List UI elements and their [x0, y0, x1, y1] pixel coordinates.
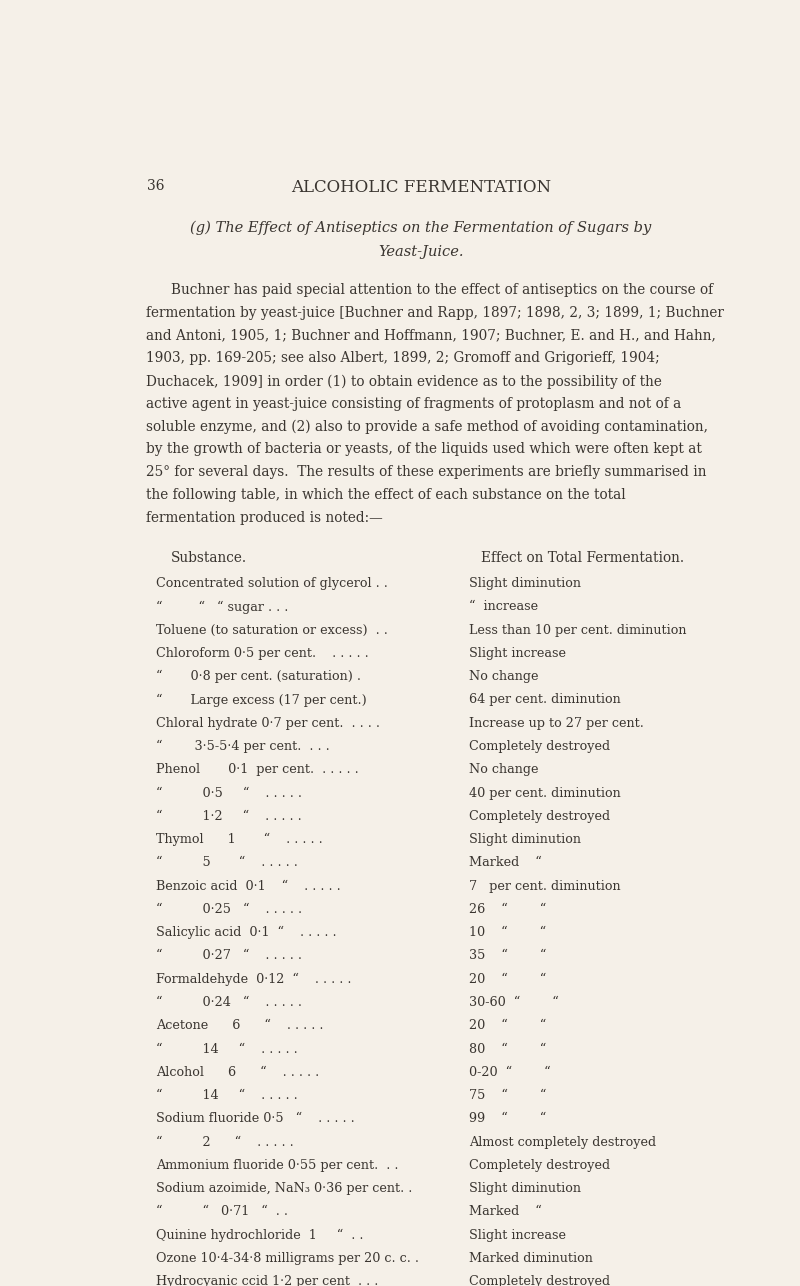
Text: 30-60  “        “: 30-60 “ “: [469, 997, 558, 1010]
Text: “          0·24   “    . . . . .: “ 0·24 “ . . . . .: [156, 997, 302, 1010]
Text: 40 per cent. diminution: 40 per cent. diminution: [469, 787, 621, 800]
Text: “          0·25   “    . . . . .: “ 0·25 “ . . . . .: [156, 903, 302, 916]
Text: Hydrocyanic ccid 1·2 per cent  . . .: Hydrocyanic ccid 1·2 per cent . . .: [156, 1276, 378, 1286]
Text: Completely destroyed: Completely destroyed: [469, 810, 610, 823]
Text: 80    “        “: 80 “ “: [469, 1043, 546, 1056]
Text: No change: No change: [469, 670, 538, 683]
Text: Quinine hydrochloride  1     “  . .: Quinine hydrochloride 1 “ . .: [156, 1228, 363, 1242]
Text: “          5       “    . . . . .: “ 5 “ . . . . .: [156, 856, 298, 869]
Text: 99    “        “: 99 “ “: [469, 1112, 546, 1125]
Text: Almost completely destroyed: Almost completely destroyed: [469, 1136, 656, 1148]
Text: Phenol       0·1  per cent.  . . . . .: Phenol 0·1 per cent. . . . . .: [156, 764, 358, 777]
Text: “  increase: “ increase: [469, 601, 538, 613]
Text: 7   per cent. diminution: 7 per cent. diminution: [469, 880, 621, 892]
Text: Concentrated solution of glycerol . .: Concentrated solution of glycerol . .: [156, 577, 388, 590]
Text: “          0·5     “    . . . . .: “ 0·5 “ . . . . .: [156, 787, 302, 800]
Text: Acetone      6      “    . . . . .: Acetone 6 “ . . . . .: [156, 1020, 323, 1033]
Text: Effect on Total Fermentation.: Effect on Total Fermentation.: [482, 552, 685, 566]
Text: Slight increase: Slight increase: [469, 647, 566, 660]
Text: Chloroform 0·5 per cent.    . . . . .: Chloroform 0·5 per cent. . . . . .: [156, 647, 369, 660]
Text: 75    “        “: 75 “ “: [469, 1089, 546, 1102]
Text: Sodium azoimide, NaN₃ 0·36 per cent. .: Sodium azoimide, NaN₃ 0·36 per cent. .: [156, 1182, 412, 1195]
Text: Ozone 10·4-34·8 milligrams per 20 c. c. .: Ozone 10·4-34·8 milligrams per 20 c. c. …: [156, 1253, 419, 1265]
Text: active agent in yeast-juice consisting of fragments of protoplasm and not of a: active agent in yeast-juice consisting o…: [146, 397, 682, 412]
Text: “       Large excess (17 per cent.): “ Large excess (17 per cent.): [156, 693, 366, 707]
Text: Increase up to 27 per cent.: Increase up to 27 per cent.: [469, 716, 644, 729]
Text: fermentation by yeast-juice [Buchner and Rapp, 1897; 1898, 2, 3; 1899, 1; Buchne: fermentation by yeast-juice [Buchner and…: [146, 306, 724, 320]
Text: 25° for several days.  The results of these experiments are briefly summarised i: 25° for several days. The results of the…: [146, 466, 707, 480]
Text: Slight diminution: Slight diminution: [469, 577, 581, 590]
Text: 20    “        “: 20 “ “: [469, 1020, 546, 1033]
Text: 26    “        “: 26 “ “: [469, 903, 546, 916]
Text: “         “   “ sugar . . .: “ “ “ sugar . . .: [156, 601, 288, 613]
Text: soluble enzyme, and (2) also to provide a safe method of avoiding contamination,: soluble enzyme, and (2) also to provide …: [146, 419, 709, 435]
Text: Slight diminution: Slight diminution: [469, 1182, 581, 1195]
Text: “          14     “    . . . . .: “ 14 “ . . . . .: [156, 1089, 298, 1102]
Text: Duchacek, 1909] in order (1) to obtain evidence as to the possibility of the: Duchacek, 1909] in order (1) to obtain e…: [146, 374, 662, 388]
Text: Thymol      1       “    . . . . .: Thymol 1 “ . . . . .: [156, 833, 322, 846]
Text: by the growth of bacteria or yeasts, of the liquids used which were often kept a: by the growth of bacteria or yeasts, of …: [146, 442, 702, 457]
Text: 35    “        “: 35 “ “: [469, 949, 546, 962]
Text: Slight increase: Slight increase: [469, 1228, 566, 1242]
Text: Ammonium fluoride 0·55 per cent.  . .: Ammonium fluoride 0·55 per cent. . .: [156, 1159, 398, 1172]
Text: “          2      “    . . . . .: “ 2 “ . . . . .: [156, 1136, 294, 1148]
Text: ALCOHOLIC FERMENTATION: ALCOHOLIC FERMENTATION: [290, 179, 551, 195]
Text: Formaldehyde  0·12  “    . . . . .: Formaldehyde 0·12 “ . . . . .: [156, 972, 351, 986]
Text: Marked    “: Marked “: [469, 1205, 542, 1218]
Text: Marked    “: Marked “: [469, 856, 542, 869]
Text: Chloral hydrate 0·7 per cent.  . . . .: Chloral hydrate 0·7 per cent. . . . .: [156, 716, 380, 729]
Text: 10    “        “: 10 “ “: [469, 926, 546, 939]
Text: “       0·8 per cent. (saturation) .: “ 0·8 per cent. (saturation) .: [156, 670, 361, 683]
Text: Sodium fluoride 0·5   “    . . . . .: Sodium fluoride 0·5 “ . . . . .: [156, 1112, 354, 1125]
Text: (g) The Effect of Antiseptics on the Fermentation of Sugars by: (g) The Effect of Antiseptics on the Fer…: [190, 221, 651, 235]
Text: Buchner has paid special attention to the effect of antiseptics on the course of: Buchner has paid special attention to th…: [171, 283, 714, 297]
Text: “          “   0·71   “  . .: “ “ 0·71 “ . .: [156, 1205, 288, 1218]
Text: Completely destroyed: Completely destroyed: [469, 1276, 610, 1286]
Text: Toluene (to saturation or excess)  . .: Toluene (to saturation or excess) . .: [156, 624, 388, 637]
Text: Yeast-Juice.: Yeast-Juice.: [378, 246, 464, 260]
Text: 1903, pp. 169-205; see also Albert, 1899, 2; Gromoff and Grigorieff, 1904;: 1903, pp. 169-205; see also Albert, 1899…: [146, 351, 660, 365]
Text: Less than 10 per cent. diminution: Less than 10 per cent. diminution: [469, 624, 686, 637]
Text: 36: 36: [146, 179, 164, 193]
Text: Completely destroyed: Completely destroyed: [469, 739, 610, 754]
Text: No change: No change: [469, 764, 538, 777]
Text: the following table, in which the effect of each substance on the total: the following table, in which the effect…: [146, 487, 626, 502]
Text: “          14     “    . . . . .: “ 14 “ . . . . .: [156, 1043, 298, 1056]
Text: Benzoic acid  0·1    “    . . . . .: Benzoic acid 0·1 “ . . . . .: [156, 880, 341, 892]
Text: Marked diminution: Marked diminution: [469, 1253, 593, 1265]
Text: Slight diminution: Slight diminution: [469, 833, 581, 846]
Text: 0-20  “        “: 0-20 “ “: [469, 1066, 550, 1079]
Text: “          0·27   “    . . . . .: “ 0·27 “ . . . . .: [156, 949, 302, 962]
Text: “          1·2     “    . . . . .: “ 1·2 “ . . . . .: [156, 810, 302, 823]
Text: 64 per cent. diminution: 64 per cent. diminution: [469, 693, 621, 706]
Text: Alcohol      6      “    . . . . .: Alcohol 6 “ . . . . .: [156, 1066, 319, 1079]
Text: Completely destroyed: Completely destroyed: [469, 1159, 610, 1172]
Text: Salicylic acid  0·1  “    . . . . .: Salicylic acid 0·1 “ . . . . .: [156, 926, 337, 940]
Text: and Antoni, 1905, 1; Buchner and Hoffmann, 1907; Buchner, E. and H., and Hahn,: and Antoni, 1905, 1; Buchner and Hoffman…: [146, 329, 716, 342]
Text: 20    “        “: 20 “ “: [469, 972, 546, 986]
Text: “        3·5-5·4 per cent.  . . .: “ 3·5-5·4 per cent. . . .: [156, 739, 330, 754]
Text: fermentation produced is noted:—: fermentation produced is noted:—: [146, 511, 383, 525]
Text: Substance.: Substance.: [170, 552, 246, 566]
